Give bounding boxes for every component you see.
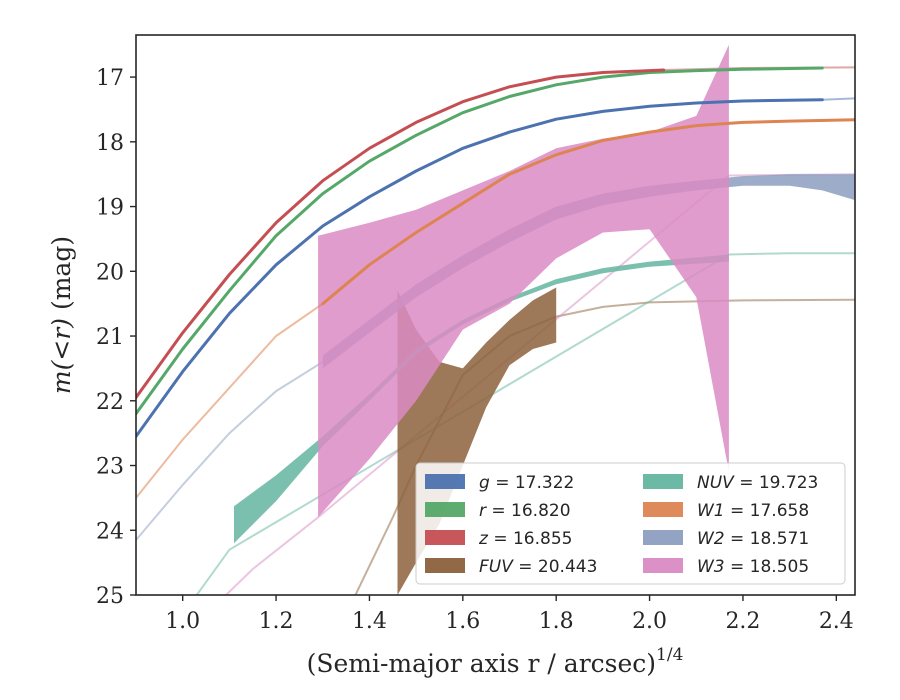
y-axis: 17 18 19 20 21 22 23 24 25 xyxy=(96,66,136,609)
x-tick-label: 1.0 xyxy=(165,609,200,634)
series-g-line xyxy=(136,98,824,438)
legend-label-NUV: NUV = 19.723 xyxy=(697,473,818,493)
legend-label-FUV: FUV = 20.443 xyxy=(479,557,597,577)
legend-swatch-W3 xyxy=(643,558,683,573)
y-tick-label: 20 xyxy=(96,260,124,285)
series-W3-faint-line xyxy=(224,173,855,595)
y-tick-label: 19 xyxy=(96,196,124,221)
series-r-line xyxy=(136,66,824,416)
series-z-line xyxy=(136,68,666,399)
series-W2-faint-line xyxy=(136,361,324,541)
legend-swatch-NUV xyxy=(643,474,683,489)
x-axis: 1.0 1.2 1.4 1.6 1.8 2.0 2.2 2.4 xyxy=(165,595,854,634)
legend-label-z: z = 16.855 xyxy=(478,529,572,549)
legend-label-W2: W2 = 18.571 xyxy=(697,529,809,549)
legend-swatch-z xyxy=(425,530,465,545)
legend-swatch-W1 xyxy=(643,502,683,517)
y-axis-label: m(<r) (mag) xyxy=(47,236,76,394)
x-tick-label: 2.2 xyxy=(725,609,760,634)
legend-swatch-W2 xyxy=(643,530,683,545)
x-tick-label: 2.4 xyxy=(819,609,854,634)
legend-label-W1: W1 = 17.658 xyxy=(697,501,809,521)
y-tick-label: 17 xyxy=(96,66,124,91)
legend-swatch-g xyxy=(425,474,465,489)
x-tick-label: 1.4 xyxy=(352,609,387,634)
series-W1-line xyxy=(321,118,855,306)
y-tick-label: 21 xyxy=(96,325,124,350)
x-tick-label: 1.6 xyxy=(445,609,480,634)
series-W1-faint-line xyxy=(136,302,324,499)
y-tick-label: 25 xyxy=(96,584,124,609)
legend-label-r: r = 16.820 xyxy=(479,501,571,521)
x-axis-label-text: (Semi-major axis r / arcsec) xyxy=(307,649,656,678)
y-tick-label: 18 xyxy=(96,131,124,156)
x-axis-label: (Semi-major axis r / arcsec)1/4 xyxy=(307,645,684,678)
legend-label-g: g = 17.322 xyxy=(479,473,574,493)
series-g-faint-line xyxy=(822,97,855,101)
y-tick-label: 23 xyxy=(96,455,124,480)
legend: g = 17.322 r = 16.820 z = 16.855 FUV = 20.4… xyxy=(415,462,846,585)
legend-swatch-r xyxy=(425,502,465,517)
x-axis-label-power: 1/4 xyxy=(656,645,683,665)
y-tick-label: 22 xyxy=(96,390,124,415)
x-tick-label: 1.2 xyxy=(259,609,294,634)
x-tick-label: 2.0 xyxy=(632,609,667,634)
x-tick-label: 1.8 xyxy=(539,609,574,634)
legend-frame xyxy=(415,462,846,585)
legend-label-W3: W3 = 18.505 xyxy=(697,557,809,577)
y-axis-label-unit: (mag) xyxy=(47,236,76,318)
plot-frame xyxy=(135,34,856,596)
y-tick-label: 24 xyxy=(96,519,124,544)
series-W3-band xyxy=(318,44,729,518)
legend-swatch-FUV xyxy=(425,558,465,573)
y-axis-label-quantity: m(<r) xyxy=(47,318,76,394)
